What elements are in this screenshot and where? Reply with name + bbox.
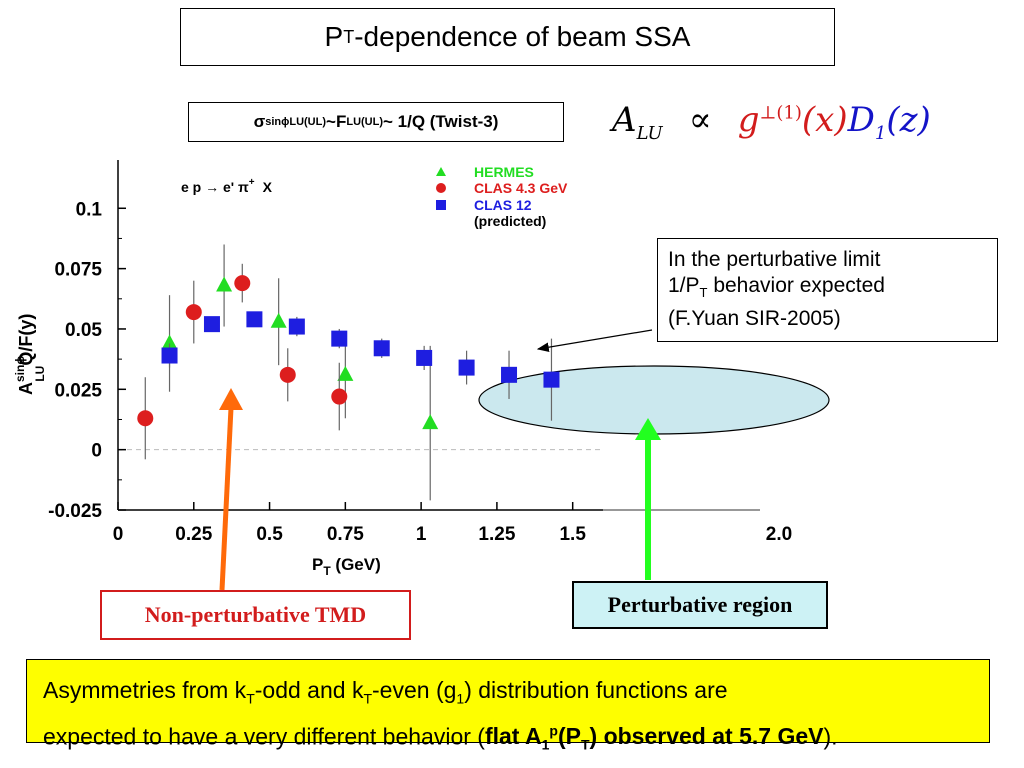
data-point-triangle <box>216 276 233 292</box>
conclusion-line2: expected to have a very different behavi… <box>43 722 838 753</box>
sigma-sub: LU(UL) <box>289 116 327 128</box>
legend-clas12-predicted: (predicted) <box>474 213 546 229</box>
data-point-square <box>373 340 390 357</box>
data-point-square <box>331 330 348 347</box>
data-point-square <box>458 359 475 376</box>
sigma-sup: sinϕ <box>265 116 290 128</box>
alu-dz: (z) <box>886 100 931 140</box>
data-point-square <box>416 349 433 366</box>
perturbative-region-label: Perturbative region <box>572 581 828 629</box>
y-tick-label: 0 <box>91 441 102 462</box>
data-point-square <box>203 316 220 333</box>
formula-sep: ~ <box>326 112 336 131</box>
data-point-triangle <box>270 312 287 328</box>
y-tick-label: -0.025 <box>48 501 102 522</box>
data-point-circle <box>234 275 251 292</box>
legend-hermes-marker <box>436 167 446 176</box>
data-point-circle <box>137 410 154 427</box>
y-tick-label: 0.025 <box>54 380 102 401</box>
y-tick-label: 0.1 <box>76 199 103 220</box>
axis-ticks: 0 0.25 0.5 0.75 1 1.25 1.5 2.0 -0.025 0 0.025 0.05 0… <box>48 199 792 545</box>
alu-g: g <box>737 100 760 140</box>
x-axis-label: PT (GeV) <box>312 555 381 578</box>
sigma-symbol: σ <box>253 112 266 131</box>
data-point-triangle <box>422 414 439 430</box>
alu-gx: (x) <box>801 100 848 140</box>
data-point-square <box>543 371 560 388</box>
limit-line2: 1/PT behavior expected <box>668 274 885 301</box>
limit-line1: In the perturbative limit <box>668 248 881 271</box>
legend-clas43: CLAS 4.3 GeV <box>474 180 568 196</box>
y-axis-label: Asinϕ LUQ/F(y) <box>13 314 47 395</box>
x-tick-label: 0.75 <box>327 524 364 545</box>
data-point-triangle <box>161 334 178 350</box>
formula-rest: ~ 1/Q (Twist-3) <box>383 112 499 131</box>
x-tick-label: 1 <box>416 524 427 545</box>
perturbative-limit-note: In the perturbative limit 1/PT behavior … <box>657 238 998 342</box>
nonpert-arrow-head <box>219 388 243 410</box>
conclusion-line1: Asymmetries from kT-odd and kT-even (g1)… <box>43 677 728 707</box>
y-tick-label: 0.05 <box>65 320 102 341</box>
formula-f: F <box>335 112 347 131</box>
legend-clas12: CLAS 12 <box>474 197 532 213</box>
alu-d-sub: 1 <box>874 122 887 144</box>
data-point-square <box>288 318 305 335</box>
alu-g-sup: ⊥(1) <box>759 102 802 124</box>
pert-arrow-head <box>635 418 661 440</box>
title-p-sub: T <box>343 26 355 47</box>
title-rest: -dependence of beam SSA <box>354 21 691 52</box>
legend-clas12-marker <box>436 200 446 210</box>
alu-proportionality-formula: ALU ∝ g⊥(1)(x)D1(z) <box>612 100 931 144</box>
perturbative-region-ellipse <box>478 365 830 435</box>
alu-d: D <box>847 100 875 140</box>
x-tick-label-extra: 2.0 <box>766 524 792 545</box>
nonpert-arrow-shaft <box>219 407 234 591</box>
data-point-square <box>161 347 178 364</box>
legend-clas43-marker <box>436 183 446 193</box>
title-p: P <box>324 21 344 52</box>
data-point-square <box>246 311 263 328</box>
conclusion-note: Asymmetries from kT-odd and kT-even (g1)… <box>26 659 990 753</box>
legend-hermes: HERMES <box>474 164 534 180</box>
data-point-triangle <box>337 365 354 381</box>
x-tick-label: 1.25 <box>478 524 515 545</box>
x-tick-label: 0.5 <box>256 524 283 545</box>
limit-note-arrow <box>536 329 653 352</box>
limit-line3: (F.Yuan SIR-2005) <box>668 307 841 331</box>
nonperturbative-tmd-label: Non-perturbative TMD <box>100 590 411 640</box>
proportional-symbol: ∝ <box>688 100 712 140</box>
x-tick-label: 1.5 <box>559 524 586 545</box>
data-point-circle <box>279 366 296 383</box>
x-tick-label: 0.25 <box>175 524 212 545</box>
data-points <box>137 244 560 501</box>
alu-a-sub: LU <box>636 122 663 144</box>
y-tick-label: 0.075 <box>54 260 102 281</box>
x-tick-label: 0 <box>113 524 124 545</box>
formula-f-sub: LU(UL) <box>346 116 383 128</box>
slide-title: P T -dependence of beam SSA <box>180 8 835 66</box>
legend: HERMES CLAS 4.3 GeV CLAS 12 (predicted) <box>436 164 568 229</box>
alu-a: A <box>612 100 637 140</box>
reaction-label: e p → e' π+ X <box>181 177 273 195</box>
data-point-circle <box>331 388 348 405</box>
data-point-square <box>501 366 518 383</box>
twist3-formula-box: σ sinϕ LU(UL) ~ F LU(UL) ~ 1/Q (Twist-3) <box>188 102 564 142</box>
data-point-circle <box>185 304 202 321</box>
